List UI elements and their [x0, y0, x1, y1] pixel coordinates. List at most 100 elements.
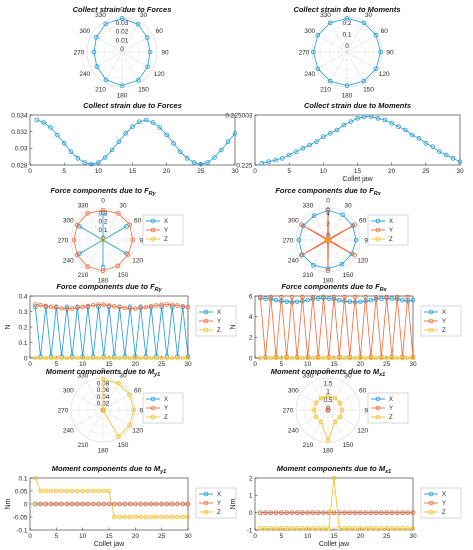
- angle-tick-label: 60: [134, 217, 142, 224]
- y-tick-label: 0.028: [11, 162, 28, 169]
- series-z-marker: [150, 414, 156, 420]
- series-x-marker: [191, 160, 197, 165]
- angle-tick-label: 300: [63, 387, 74, 394]
- series-z-marker: [175, 514, 180, 520]
- series-y-marker: [85, 303, 91, 309]
- series-z-marker: [111, 355, 117, 361]
- polar-spoke: [86, 382, 104, 411]
- series-x-marker: [347, 299, 353, 304]
- y-tick-label: 0.4: [18, 293, 27, 300]
- series-x-marker: [273, 297, 279, 303]
- angle-tick-label: 120: [154, 71, 165, 78]
- series-z-marker: [410, 355, 416, 361]
- series-y-marker: [159, 501, 164, 507]
- series-z-marker: [268, 355, 274, 361]
- x-tick-label: 15: [330, 361, 338, 368]
- series-z-marker: [263, 355, 268, 361]
- series-y-marker: [59, 501, 64, 507]
- x-tick-label: 15: [354, 168, 362, 175]
- series-x-marker: [294, 299, 300, 304]
- series-y-marker: [154, 303, 159, 308]
- series-z-marker: [379, 525, 384, 531]
- angle-tick-label: 120: [132, 257, 143, 264]
- angle-tick-label: 120: [379, 71, 390, 78]
- plot-area: [29, 114, 236, 166]
- series-x-marker: [147, 49, 153, 55]
- series-z-marker: [337, 414, 343, 420]
- series-x-marker: [373, 66, 379, 72]
- angle-tick-label: 270: [299, 49, 310, 56]
- angle-tick-label: 330: [78, 203, 89, 210]
- series-z-marker: [347, 355, 353, 361]
- chart-title: Moment components due to My1: [46, 367, 160, 378]
- series-y: [32, 302, 191, 312]
- angle-tick-label: 240: [63, 427, 74, 434]
- series-x: [91, 16, 153, 88]
- series-z-marker: [315, 525, 321, 531]
- legend: XYZ: [195, 305, 237, 337]
- series-x-marker: [130, 124, 135, 129]
- chart-title-subscript: x1: [378, 372, 385, 378]
- series-z-marker: [325, 438, 331, 444]
- line-chart: Moment components due to My1 0 5 10 15 20 25 30…: [5, 464, 237, 548]
- series-z-marker: [305, 525, 310, 531]
- series-z-marker: [305, 355, 310, 361]
- series-x-marker: [205, 160, 210, 165]
- y-tick-label: -1: [247, 527, 253, 534]
- series-z-marker: [96, 488, 101, 494]
- series-y-marker: [100, 268, 106, 274]
- series-x-marker: [444, 152, 449, 158]
- series-y-marker: [38, 501, 43, 507]
- series-y-marker: [80, 501, 85, 507]
- series-z-marker: [133, 514, 138, 520]
- polar-chart: Moment components due to My1030609012015…: [46, 367, 184, 454]
- series-z-marker: [273, 355, 279, 361]
- plot-area: [254, 114, 461, 166]
- series-y-marker: [375, 227, 381, 233]
- polar-spoke: [311, 212, 329, 241]
- x-tick-label: 20: [357, 533, 365, 540]
- series-y-marker: [117, 501, 122, 507]
- x-tick-label: 15: [330, 533, 338, 540]
- y-axis-label: N: [230, 324, 237, 329]
- series-y-marker: [32, 501, 38, 507]
- angle-tick-label: 150: [118, 272, 129, 279]
- series-x-marker: [144, 35, 150, 40]
- series-z-marker: [38, 355, 43, 361]
- angle-tick-label: 0: [120, 6, 124, 13]
- series-z-marker: [363, 525, 368, 531]
- polar-spoke: [327, 212, 345, 241]
- series-y-marker: [169, 302, 175, 308]
- series-y-marker: [101, 302, 107, 308]
- angle-tick-label: 120: [132, 427, 143, 434]
- series-y-marker: [133, 306, 138, 311]
- series-x-marker: [375, 116, 381, 121]
- angle-tick-label: 210: [303, 442, 314, 449]
- legend-z-label: Z: [217, 510, 221, 516]
- series-x-marker: [321, 134, 326, 139]
- series-z-marker: [263, 525, 268, 531]
- chart-title: Force components due to FRx: [281, 282, 387, 293]
- series-x-marker: [280, 156, 285, 161]
- chart-title-subscript: Rx: [380, 287, 388, 293]
- series-x-marker: [150, 120, 156, 125]
- angle-tick-label: 300: [288, 217, 299, 224]
- series-x-marker: [259, 161, 265, 166]
- series-z-marker: [116, 434, 121, 439]
- series-z-marker: [64, 488, 70, 494]
- x-tick-label: 0: [28, 168, 32, 175]
- series-x-marker: [315, 296, 321, 301]
- x-tick-label: 20: [132, 361, 140, 368]
- polar-spoke: [86, 409, 104, 438]
- series-x-marker: [103, 21, 109, 27]
- series-x-marker: [311, 213, 317, 218]
- angle-tick-label: 300: [288, 387, 299, 394]
- series-x-marker: [326, 296, 332, 301]
- series-x-marker: [94, 34, 99, 40]
- series-z-marker: [300, 355, 305, 361]
- series-z-marker: [59, 355, 64, 361]
- legend-x-label: X: [442, 310, 446, 316]
- series-x-line: [261, 116, 461, 164]
- series-z-marker: [106, 488, 112, 494]
